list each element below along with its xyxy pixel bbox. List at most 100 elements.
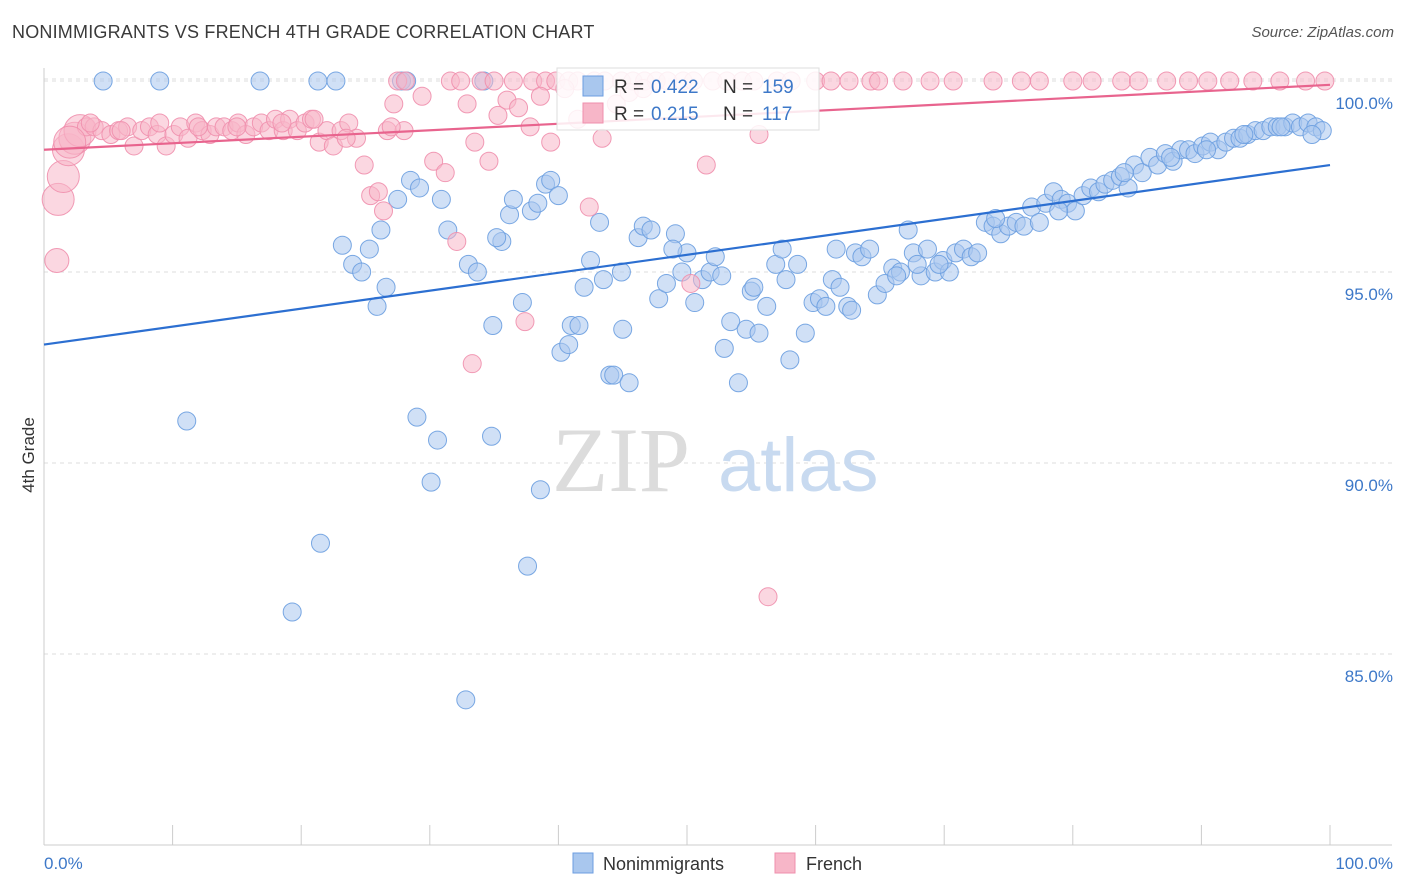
legend-swatch-french[interactable]	[774, 852, 796, 874]
point-french	[354, 155, 374, 175]
point-nonimmigrants	[467, 262, 487, 282]
legend-label-nonimmigrants[interactable]: Nonimmigrants	[603, 854, 724, 874]
point-nonimmigrants	[685, 293, 705, 313]
point-nonimmigrants	[887, 266, 907, 286]
point-french	[1270, 71, 1290, 91]
legend-swatch-nonimmigrants[interactable]	[572, 852, 594, 874]
point-nonimmigrants	[826, 239, 846, 259]
point-french	[336, 128, 356, 148]
watermark-atlas: atlas	[718, 423, 879, 508]
point-nonimmigrants	[757, 296, 777, 316]
stats-r-label-french: R =	[614, 104, 644, 125]
point-nonimmigrants	[530, 480, 550, 500]
point-nonimmigrants	[548, 186, 568, 206]
point-nonimmigrants	[487, 228, 507, 248]
point-nonimmigrants	[352, 262, 372, 282]
point-nonimmigrants	[518, 556, 538, 576]
point-nonimmigrants	[581, 251, 601, 271]
point-french	[758, 587, 778, 607]
point-nonimmigrants	[780, 350, 800, 370]
stats-r-label-nonimmigrants: R =	[614, 77, 644, 98]
point-nonimmigrants	[788, 254, 808, 274]
stats-n-label-nonimmigrants: N =	[723, 77, 753, 98]
point-french	[465, 132, 485, 152]
point-nonimmigrants	[917, 239, 937, 259]
point-nonimmigrants	[604, 365, 624, 385]
point-french	[374, 201, 394, 221]
stats-r-value-french: 0.215	[651, 104, 699, 125]
point-nonimmigrants	[1271, 117, 1291, 137]
point-nonimmigrants	[619, 373, 639, 393]
point-nonimmigrants	[310, 533, 330, 553]
stats-swatch-nonimmigrants	[582, 75, 604, 97]
point-french	[920, 71, 940, 91]
stats-n-label-french: N =	[723, 104, 753, 125]
point-french	[462, 354, 482, 374]
point-nonimmigrants	[907, 254, 927, 274]
point-nonimmigrants	[528, 193, 548, 213]
point-french	[696, 155, 716, 175]
point-french	[412, 86, 432, 106]
point-nonimmigrants	[649, 289, 669, 309]
y-tick-label: 100.0%	[1335, 94, 1393, 113]
y-tick-label: 85.0%	[1345, 667, 1393, 686]
point-french	[457, 94, 477, 114]
point-nonimmigrants	[744, 277, 764, 297]
watermark: ZIP atlas	[552, 409, 879, 511]
point-nonimmigrants	[986, 209, 1006, 229]
point-french	[503, 71, 523, 91]
point-french	[530, 86, 550, 106]
point-french	[53, 125, 87, 159]
point-nonimmigrants	[359, 239, 379, 259]
point-nonimmigrants	[656, 273, 676, 293]
point-french	[447, 231, 467, 251]
point-french	[80, 113, 100, 133]
point-nonimmigrants	[559, 335, 579, 355]
point-nonimmigrants	[776, 270, 796, 290]
point-nonimmigrants	[410, 178, 430, 198]
point-french	[1029, 71, 1049, 91]
point-nonimmigrants	[483, 315, 503, 335]
y-tick-label: 90.0%	[1345, 476, 1393, 495]
point-nonimmigrants	[830, 277, 850, 297]
point-nonimmigrants	[407, 407, 427, 427]
point-nonimmigrants	[456, 690, 476, 710]
point-french	[943, 71, 963, 91]
point-nonimmigrants	[503, 189, 523, 209]
point-french	[150, 113, 170, 133]
legend-label-french[interactable]: French	[806, 854, 862, 874]
point-french	[1112, 71, 1132, 91]
point-nonimmigrants	[929, 254, 949, 274]
point-french	[893, 71, 913, 91]
point-nonimmigrants	[795, 323, 815, 343]
chart-title: NONIMMIGRANTS VS FRENCH 4TH GRADE CORREL…	[12, 22, 595, 42]
point-nonimmigrants	[367, 296, 387, 316]
point-nonimmigrants	[376, 277, 396, 297]
point-nonimmigrants	[371, 220, 391, 240]
point-french	[304, 109, 324, 129]
x-tick-label-min: 0.0%	[44, 854, 83, 873]
watermark-zip: ZIP	[552, 409, 690, 511]
point-nonimmigrants	[593, 270, 613, 290]
point-nonimmigrants	[590, 212, 610, 232]
point-french	[424, 151, 444, 171]
point-french	[1220, 71, 1240, 91]
point-nonimmigrants	[150, 71, 170, 91]
point-french	[1315, 71, 1335, 91]
x-tick-label-max: 100.0%	[1335, 854, 1393, 873]
point-french	[592, 128, 612, 148]
point-nonimmigrants	[816, 296, 836, 316]
stats-n-value-french: 117	[762, 104, 792, 125]
point-nonimmigrants	[421, 472, 441, 492]
point-nonimmigrants	[641, 220, 661, 240]
point-nonimmigrants	[1114, 163, 1134, 183]
point-french	[1157, 71, 1177, 91]
y-axis-label: 4th Grade	[19, 417, 38, 493]
point-nonimmigrants	[177, 411, 197, 431]
point-nonimmigrants	[250, 71, 270, 91]
series-french	[41, 71, 1335, 607]
stats-n-value-nonimmigrants: 159	[762, 77, 794, 98]
point-french	[515, 312, 535, 332]
point-nonimmigrants	[772, 239, 792, 259]
point-french	[111, 121, 131, 141]
